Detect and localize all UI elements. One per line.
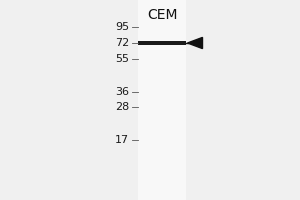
Text: 17: 17 (115, 135, 129, 145)
Text: 95: 95 (115, 22, 129, 32)
Bar (138, 41, 186, 45)
Bar (138, 0, 186, 200)
Text: 28: 28 (115, 102, 129, 112)
Text: 55: 55 (115, 54, 129, 64)
Text: CEM: CEM (147, 8, 177, 22)
Polygon shape (188, 37, 202, 49)
Text: 72: 72 (115, 38, 129, 48)
Text: 36: 36 (115, 87, 129, 97)
